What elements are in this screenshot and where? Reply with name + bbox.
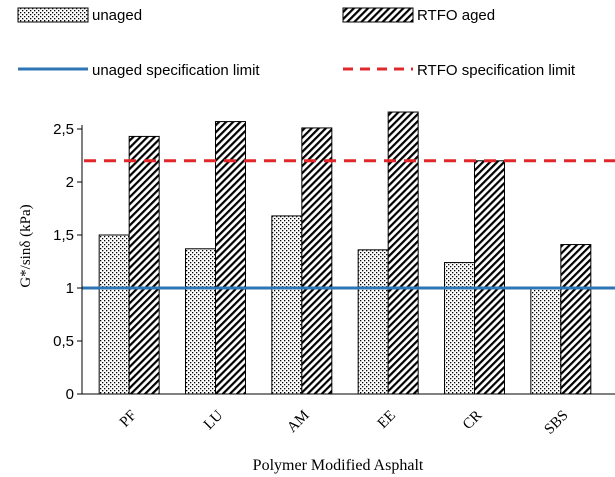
bar-unaged-cr bbox=[444, 262, 475, 395]
bar-rtfo-aged-sbs bbox=[560, 244, 592, 395]
bar-rtfo-aged-lu bbox=[215, 121, 246, 395]
bar-unaged-am bbox=[271, 215, 303, 395]
x-tick-label: EE bbox=[375, 408, 399, 432]
legend-item-unaged-limit: unaged specification limit bbox=[18, 62, 260, 79]
legend-label-unaged-limit: unaged specification limit bbox=[92, 62, 260, 79]
x-axis-ticks: PF LU AM EE CR SBS bbox=[117, 407, 572, 437]
x-tick-label: AM bbox=[284, 408, 312, 436]
legend-swatch-unaged bbox=[17, 7, 89, 23]
y-tick-label: 0 bbox=[66, 386, 74, 403]
y-tick-label: 1,5 bbox=[53, 227, 74, 244]
bar-unaged-pf bbox=[98, 234, 130, 395]
bar-rtfo-aged-am bbox=[301, 127, 333, 395]
x-tick-label: SBS bbox=[541, 408, 571, 438]
legend-label-rtfo-aged: RTFO aged bbox=[417, 7, 495, 24]
x-axis-title: Polymer Modified Asphalt bbox=[253, 457, 424, 474]
legend-item-rtfo-limit: RTFO specification limit bbox=[343, 62, 576, 79]
y-tick-label: 2,5 bbox=[53, 121, 74, 138]
bar-rtfo-aged-cr bbox=[474, 160, 505, 395]
legend: unaged RTFO aged unaged specification li… bbox=[17, 7, 576, 79]
reference-lines bbox=[82, 159, 615, 290]
bars bbox=[98, 111, 592, 395]
x-tick-label: CR bbox=[460, 408, 485, 433]
legend-label-unaged: unaged bbox=[92, 7, 142, 24]
y-tick-label: 0,5 bbox=[53, 333, 74, 350]
legend-swatch-rtfo-aged bbox=[342, 7, 414, 23]
bar-unaged-ee bbox=[357, 249, 389, 395]
y-axis-ticks: 0 0,5 1 1,5 2 2,5 bbox=[53, 121, 82, 403]
legend-label-rtfo-limit: RTFO specification limit bbox=[417, 62, 576, 79]
y-tick-label: 1 bbox=[66, 280, 74, 297]
y-axis-title: G*/sinδ (kPa) bbox=[18, 204, 34, 287]
legend-item-rtfo-aged: RTFO aged bbox=[342, 7, 495, 24]
bar-rtfo-aged-pf bbox=[128, 135, 160, 395]
x-tick-label: PF bbox=[117, 408, 140, 431]
x-tick-label: LU bbox=[201, 407, 227, 433]
bar-unaged-lu bbox=[185, 248, 216, 395]
y-tick-label: 2 bbox=[66, 174, 74, 191]
bar-rtfo-aged-ee bbox=[387, 111, 419, 395]
plot-area: 0 0,5 1 1,5 2 2,5 PF LU AM EE CR SBS bbox=[53, 111, 615, 438]
bar-unaged-sbs bbox=[530, 287, 562, 395]
legend-item-unaged: unaged bbox=[17, 7, 142, 24]
